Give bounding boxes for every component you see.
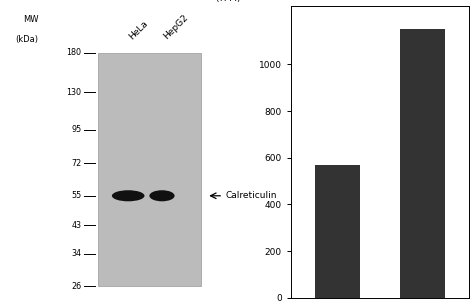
Text: HeLa: HeLa [127,19,149,41]
Ellipse shape [112,190,145,201]
Text: (kDa): (kDa) [16,35,38,44]
Text: 72: 72 [71,159,81,168]
Text: Calreticulin: Calreticulin [226,191,277,200]
Text: 26: 26 [71,282,81,291]
Text: 180: 180 [66,48,81,57]
Text: 130: 130 [66,87,81,96]
Text: MW: MW [23,15,39,24]
Bar [401,29,445,298]
Text: (TPM): (TPM) [216,0,241,3]
Text: 55: 55 [71,191,81,200]
Ellipse shape [149,190,174,201]
Text: 95: 95 [71,125,81,134]
Bar [315,165,360,298]
Text: HepG2: HepG2 [162,13,190,41]
Text: 43: 43 [71,221,81,230]
Text: 34: 34 [71,249,81,258]
Bar [98,53,201,286]
